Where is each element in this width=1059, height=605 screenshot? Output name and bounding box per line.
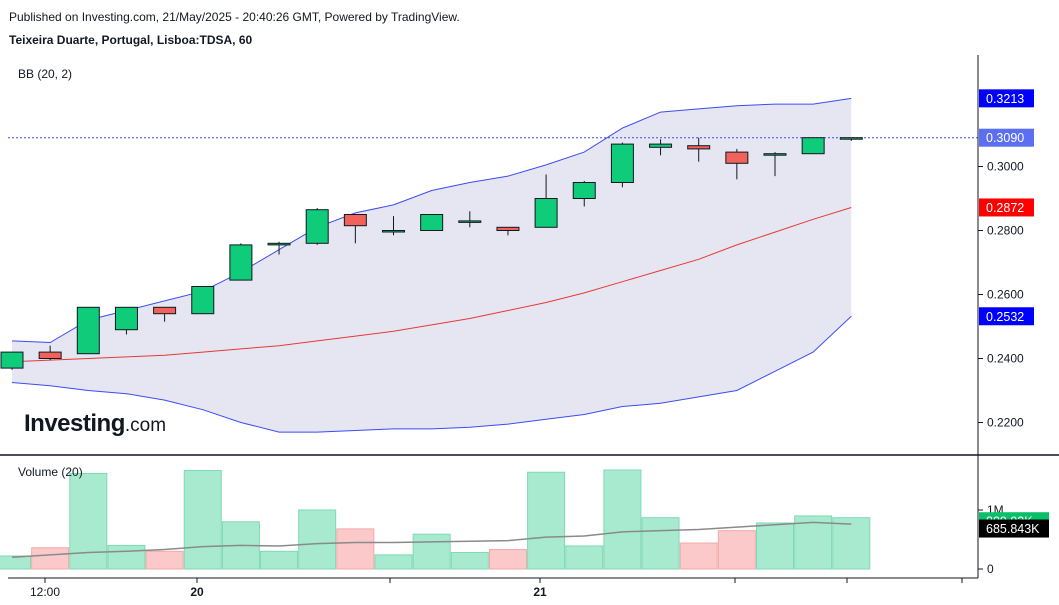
- volume-bar: [641, 517, 680, 570]
- candles: [0, 137, 863, 370]
- price-badge: [979, 198, 1034, 217]
- volume-bar: [488, 549, 527, 570]
- investing-logo: Investing.com: [24, 410, 166, 438]
- volume-bars: [0, 469, 871, 570]
- symbol-title: Teixeira Duarte, Portugal, Lisboa:TDSA, …: [9, 33, 253, 47]
- volume-bar: [145, 550, 184, 570]
- candle-body: [610, 143, 634, 184]
- volume-bar: [0, 555, 31, 570]
- bollinger-bands: [8, 97, 978, 433]
- volume-bar: [374, 554, 413, 570]
- volume-bar: [31, 547, 70, 570]
- price-badge: [979, 89, 1034, 108]
- price-badge-label: 0.3090: [986, 131, 1024, 145]
- y-tick-label: 0.2200: [987, 416, 1024, 430]
- candle-body: [229, 244, 253, 281]
- bb-indicator-label[interactable]: BB (20, 2): [18, 67, 73, 81]
- volume-badge-label: 685.843K: [986, 522, 1040, 536]
- price-badge: [979, 128, 1034, 147]
- x-tick-label: 20: [190, 585, 204, 599]
- candle-body: [687, 145, 711, 150]
- volume-bar: [298, 509, 337, 570]
- logo-suffix: .com: [124, 415, 167, 436]
- volume-bar: [412, 533, 451, 570]
- y-tick-label: 0.2600: [987, 288, 1024, 302]
- volume-tick-label: 0: [987, 562, 994, 576]
- y-tick-label: 0.2800: [987, 224, 1024, 238]
- candle-body: [534, 198, 558, 228]
- volume-bar: [183, 469, 222, 570]
- candle-body: [839, 137, 863, 140]
- candle-body: [76, 306, 100, 355]
- candle-body: [763, 153, 787, 156]
- volume-bar: [832, 517, 871, 570]
- candle-body: [725, 151, 749, 164]
- bb-middle-line: [11, 206, 852, 363]
- volume-bar: [717, 530, 756, 570]
- candle-body: [420, 214, 444, 231]
- y-tick-label: 0.2400: [987, 352, 1024, 366]
- candle-body: [572, 182, 596, 199]
- logo-main: Investing: [24, 410, 125, 437]
- bb-upper-line: [11, 97, 852, 344]
- x-tick-label: 21: [533, 585, 547, 599]
- candle-body: [649, 143, 673, 148]
- candle-body: [38, 351, 62, 360]
- candle-body: [458, 220, 482, 223]
- x-tick-label: 12:00: [30, 585, 60, 599]
- published-info: Published on Investing.com, 21/May/2025 …: [9, 10, 460, 24]
- candle-body: [267, 242, 291, 246]
- bb-band-fill: [12, 98, 852, 433]
- volume-badge: [979, 519, 1049, 538]
- candle-body: [343, 214, 367, 227]
- price-badge-label: 0.2872: [986, 201, 1024, 215]
- candle-body: [114, 306, 138, 331]
- candle-body: [0, 351, 24, 369]
- volume-bar: [107, 544, 146, 570]
- volume-bar: [260, 550, 299, 570]
- volume-bar: [794, 515, 833, 570]
- candle-body: [305, 209, 329, 244]
- price-badge: [979, 307, 1034, 326]
- volume-bar: [69, 472, 108, 570]
- volume-indicator-label[interactable]: Volume (20): [18, 465, 83, 479]
- volume-bar: [336, 528, 375, 570]
- volume-bar: [450, 551, 489, 570]
- candle-body: [496, 226, 520, 232]
- candle-body: [191, 286, 215, 315]
- volume-bar: [527, 471, 566, 570]
- candle-body: [153, 306, 177, 315]
- candle-body: [801, 137, 825, 155]
- bb-lower-line: [11, 315, 852, 433]
- volume-bar: [679, 542, 718, 570]
- price-badge-label: 0.3213: [986, 92, 1024, 106]
- volume-ma-line: [11, 521, 852, 558]
- price-badge-label: 0.2532: [986, 310, 1024, 324]
- volume-bar: [756, 522, 794, 570]
- y-tick-label: 0.3000: [987, 160, 1024, 174]
- volume-bar: [565, 545, 604, 570]
- volume-bar: [603, 469, 642, 570]
- candle-body: [382, 230, 405, 233]
